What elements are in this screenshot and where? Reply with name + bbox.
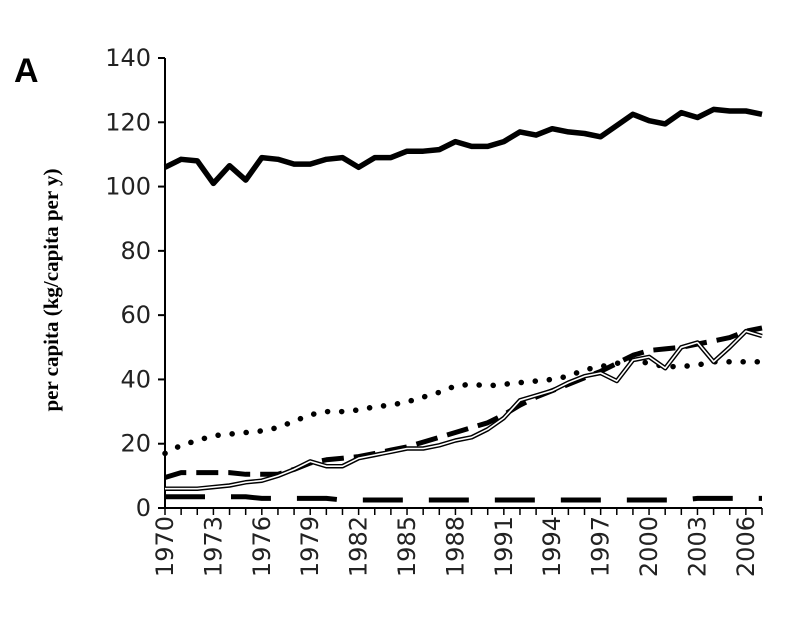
x-axis-ticks: 1970 1973 1976 1979 1982 1985 1988 1991 1994 1997… xyxy=(151,508,763,577)
series-thick-solid xyxy=(163,106,763,187)
x-tick-label: 2006 xyxy=(732,516,760,577)
series-double-solid xyxy=(165,328,763,491)
series-layer xyxy=(162,106,765,503)
x-tick-label: 2003 xyxy=(683,516,711,577)
x-tick-label: 1997 xyxy=(587,516,615,577)
y-tick-label: 120 xyxy=(105,108,151,136)
series-line xyxy=(162,357,765,457)
x-tick-label: 1994 xyxy=(538,516,566,577)
x-tick-label: 1991 xyxy=(490,516,518,577)
y-axis-label: per capita (kg/capita per y) xyxy=(39,168,63,411)
y-axis-ticks: 0 20 40 60 80 100 120 140 xyxy=(105,44,165,522)
series-line xyxy=(164,325,763,480)
series-line xyxy=(165,330,763,490)
y-tick-label: 60 xyxy=(120,301,151,329)
y-tick-label: 140 xyxy=(105,44,151,72)
series-dotted xyxy=(162,357,765,457)
x-tick-label: 1985 xyxy=(393,516,421,577)
x-tick-label: 1982 xyxy=(345,516,373,577)
series-line xyxy=(165,328,763,491)
x-tick-label: 2000 xyxy=(635,516,663,577)
y-tick-label: 0 xyxy=(136,494,151,522)
series-dashed xyxy=(164,325,763,480)
panel-label: A xyxy=(14,52,39,90)
x-tick-label: 1988 xyxy=(441,516,469,577)
x-tick-label: 1973 xyxy=(199,516,227,577)
series-long-dash xyxy=(165,494,762,503)
x-tick-label: 1970 xyxy=(151,516,179,577)
x-tick-label: 1979 xyxy=(296,516,324,577)
y-tick-label: 40 xyxy=(120,365,151,393)
x-tick-label: 1976 xyxy=(248,516,276,577)
y-tick-label: 80 xyxy=(120,237,151,265)
y-tick-label: 100 xyxy=(105,173,151,201)
series-line xyxy=(163,106,763,187)
series-line xyxy=(165,494,762,503)
y-tick-label: 20 xyxy=(120,430,151,458)
